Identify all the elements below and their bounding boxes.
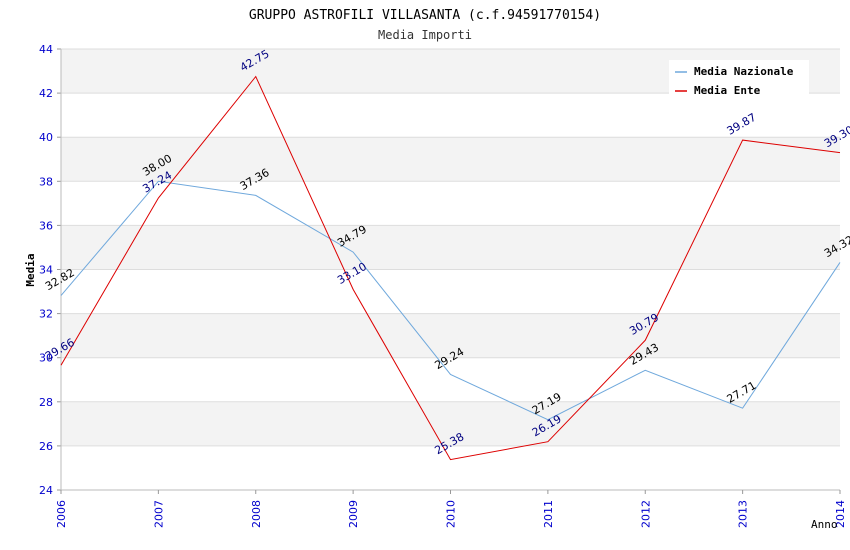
y-tick-labels: 24 26 28 30 32 34 36 38 40 42 44 [39,43,53,497]
x-tick-label: 2009 [347,500,360,528]
axes [57,48,841,494]
y-tick-label: 30 [39,352,53,365]
plot-background-bands [61,49,840,490]
plot-band [61,93,840,138]
y-tick-label: 32 [39,308,53,321]
y-tick-label: 36 [39,219,53,232]
plot-band [61,181,840,226]
plot-band [61,401,840,446]
series-line-media-nazionale [60,180,841,421]
x-tick-label: 2014 [834,500,847,528]
plot-band [61,137,840,182]
plot-band [61,357,840,402]
y-tick-label: 42 [39,87,53,100]
y-tick-label: 24 [39,484,53,497]
plot-band [61,269,840,314]
plot-band [61,445,840,490]
plot-band [61,313,840,358]
y-tick-label: 44 [39,43,53,56]
series-lines [60,75,841,461]
chart-title: GRUPPO ASTROFILI VILLASANTA (c.f.9459177… [249,8,601,23]
x-axis-label: Anno [811,518,838,531]
x-tick-label: 2012 [639,500,652,528]
x-tick-label: 2010 [445,500,458,528]
x-tick-label: 2007 [152,500,165,528]
legend-box [669,60,809,98]
chart-subtitle: Media Importi [378,28,472,42]
y-tick-label: 40 [39,131,53,144]
x-tick-label: 2011 [542,500,555,528]
y-tick-label: 38 [39,175,53,188]
x-tick-label: 2006 [55,500,68,528]
series-line-media-ente [60,75,841,461]
legend-label-media-nazionale: Media Nazionale [694,65,794,78]
x-tick-labels: 2006 2007 2008 2009 2010 2011 2012 2013 2014 [55,500,847,528]
y-tick-label: 34 [39,264,53,277]
y-axis-label: Media [24,253,37,286]
x-tick-label: 2013 [737,500,750,528]
y-tick-label: 26 [39,440,53,453]
legend-label-media-ente: Media Ente [694,84,761,97]
plot-band [61,225,840,270]
legend: Media Nazionale Media Ente [669,60,809,98]
x-tick-label: 2008 [250,500,263,528]
y-tick-label: 28 [39,396,53,409]
